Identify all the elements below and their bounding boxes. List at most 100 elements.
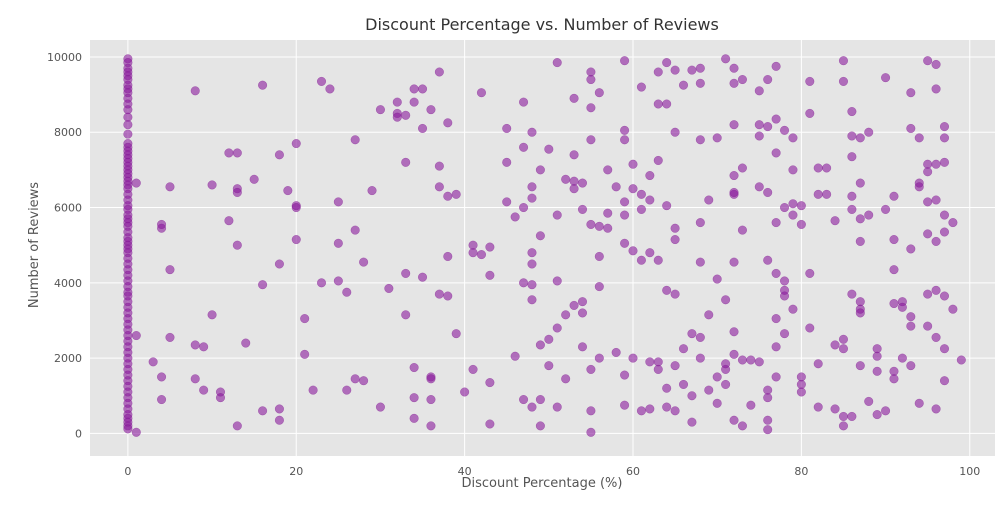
data-point [906,123,916,134]
data-point [636,406,646,416]
data-point [291,234,301,245]
data-point [527,402,537,412]
data-point [165,182,175,192]
data-point [434,289,444,299]
data-point [923,167,933,177]
data-point [687,329,697,339]
data-point [914,398,924,408]
data-point [754,120,764,130]
data-point [872,351,882,361]
data-point [603,208,613,218]
data-point [409,413,419,423]
data-point [729,349,739,359]
data-point [881,204,891,214]
data-point [426,394,436,405]
data-point [561,310,571,320]
data-point [704,310,714,320]
data-point [864,127,874,137]
data-point [249,174,259,184]
data-point [451,329,461,339]
data-point [316,76,327,86]
data-point [628,184,638,194]
data-point [822,163,832,173]
data-point [662,285,672,295]
data-point [923,56,933,66]
data-point [670,289,680,299]
data-point [754,86,764,96]
data-point [771,218,781,228]
data-point [401,310,411,320]
data-point [241,338,251,348]
data-point [813,163,823,173]
data-point [577,297,588,307]
data-point [165,332,175,342]
data-point [788,165,798,175]
data-point [721,379,731,390]
data-point [788,210,798,220]
data-point [628,159,638,169]
data-point [670,65,680,75]
data-point [535,165,545,175]
data-point [805,76,815,86]
x-axis-ticks: 0 20 40 60 80 100 [124,465,980,478]
data-point [258,280,268,290]
data-point [577,342,588,352]
chart-title: Discount Percentage vs. Number of Review… [365,15,719,34]
data-point [653,364,663,374]
data-point [577,308,588,318]
data-point [485,242,495,252]
data-point [763,415,773,425]
data-point [620,210,630,220]
data-point [948,304,958,314]
data-point [561,374,571,384]
data-point [594,282,604,292]
data-point [274,415,284,425]
data-point [274,259,284,269]
data-point [426,105,436,115]
data-point [636,189,646,199]
data-point [359,376,369,386]
data-point [779,276,790,286]
data-point [881,73,891,83]
data-point [822,189,832,199]
y-tick-label: 10000 [47,51,82,64]
data-point [519,202,529,213]
data-point [670,234,680,245]
data-point [544,361,554,371]
data-point [931,236,941,246]
data-point [847,131,857,141]
data-point [527,280,537,290]
data-point [889,234,899,245]
data-point [931,84,941,94]
data-point [939,376,950,386]
data-point [434,67,444,77]
data-point [847,411,857,422]
data-point [401,110,411,120]
data-point [788,133,798,143]
y-tick-label: 4000 [54,277,82,290]
x-tick-label: 100 [959,465,980,478]
data-point [737,225,747,235]
data-point [224,216,234,226]
data-point [350,135,360,145]
data-point [779,291,790,301]
data-point [620,238,630,248]
data-point [157,219,167,230]
data-point [687,417,697,427]
data-point [838,411,849,422]
data-point [620,370,630,380]
data-point [628,246,638,256]
data-point [476,250,487,260]
data-point [771,114,781,124]
data-point [552,58,562,68]
data-point [830,340,840,350]
data-point [300,349,310,359]
data-point [897,302,907,312]
data-point [855,133,865,143]
data-point [695,78,705,88]
data-point [123,120,133,130]
data-point [662,99,672,109]
data-point [670,127,680,137]
data-point [375,105,385,115]
